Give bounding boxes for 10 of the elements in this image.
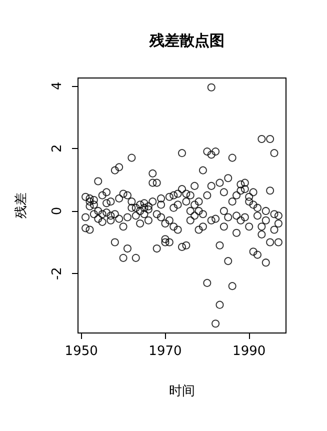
y-tick-label: 0 (50, 206, 65, 216)
y-tick-label: -2 (50, 267, 65, 280)
x-tick-label: 1970 (148, 344, 182, 359)
x-tick-label: 1950 (64, 344, 98, 359)
y-axis-title: 残差 (14, 192, 29, 218)
y-tick-label: 2 (50, 144, 65, 153)
x-axis-title: 时间 (169, 384, 195, 399)
x-tick-label: 1990 (232, 344, 266, 359)
chart-title: 残差散点图 (148, 32, 224, 50)
y-tick-label: 4 (50, 82, 65, 90)
